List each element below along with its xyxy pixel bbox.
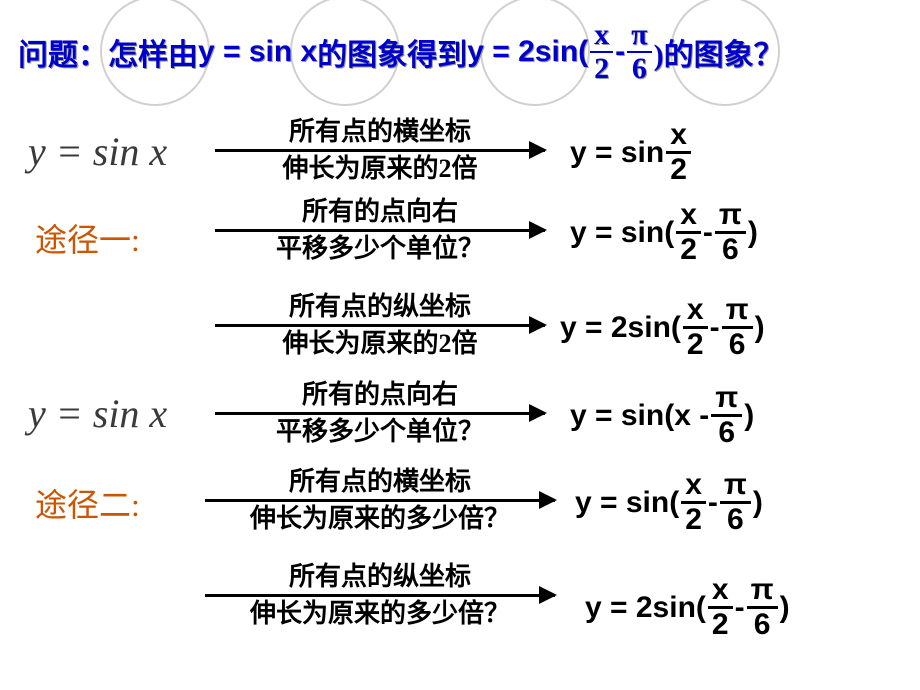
- question-frac2: π 6: [627, 20, 651, 84]
- arrow-4: 所有的点向右 平移多少个单位？: [215, 378, 545, 449]
- question-minus: -: [615, 35, 625, 69]
- question-frac1: x 2: [590, 20, 613, 84]
- result-1: y = sin x2: [570, 120, 693, 185]
- question-expr2-pre: y = 2sin(: [467, 35, 588, 69]
- arrow-6: 所有点的纵坐标 伸长为原来的多少倍？: [205, 560, 555, 631]
- route2-label: 途径二:: [35, 480, 140, 526]
- arrow-5: 所有点的横坐标 伸长为原来的多少倍？: [205, 465, 555, 536]
- question-mid: 的图象得到: [317, 30, 467, 74]
- arrow-2: 所有的点向右 平移多少个单位？: [215, 195, 545, 266]
- arrow-4-under: 平移多少个单位？: [276, 415, 484, 449]
- route1-label: 途径一:: [35, 215, 140, 261]
- arrow-line: [205, 594, 555, 597]
- arrow-5-under: 伸长为原来的多少倍？: [250, 502, 510, 536]
- result-4: y = sin(x - π6 ): [570, 383, 754, 448]
- result-6: y = 2sin( x2 - π6 ): [585, 575, 790, 640]
- question-expr1: y = sin x: [198, 35, 317, 69]
- arrow-line: [215, 412, 545, 415]
- arrow-6-under: 伸长为原来的多少倍？: [250, 597, 510, 631]
- arrow-2-under: 平移多少个单位？: [276, 232, 484, 266]
- question-post: )的图象？: [654, 30, 784, 74]
- arrow-6-over: 所有点的纵坐标: [289, 560, 471, 594]
- route2-start-expr: y = sin x: [28, 390, 167, 437]
- arrow-5-over: 所有点的横坐标: [289, 465, 471, 499]
- result-3: y = 2sin( x2 - π6 ): [560, 295, 765, 360]
- arrow-3-under: 伸长为原来的2倍: [282, 327, 477, 361]
- result-2: y = sin( x2 - π6 ): [570, 200, 758, 265]
- arrow-3-over: 所有点的纵坐标: [289, 290, 471, 324]
- arrow-line: [215, 149, 545, 152]
- arrow-1-over: 所有点的横坐标: [289, 115, 471, 149]
- question-heading: 问题：怎样由 y = sin x 的图象得到 y = 2sin( x 2 - π…: [18, 20, 784, 84]
- route1-start-expr: y = sin x: [28, 128, 167, 175]
- arrow-2-over: 所有的点向右: [302, 195, 458, 229]
- arrow-1: 所有点的横坐标 伸长为原来的2倍: [215, 115, 545, 186]
- question-prefix: 问题：怎样由: [18, 30, 198, 74]
- arrow-line: [215, 229, 545, 232]
- arrow-1-under: 伸长为原来的2倍: [282, 152, 477, 186]
- arrow-line: [215, 324, 545, 327]
- result-5: y = sin( x2 - π6 ): [575, 470, 763, 535]
- arrow-line: [205, 499, 555, 502]
- arrow-4-over: 所有的点向右: [302, 378, 458, 412]
- arrow-3: 所有点的纵坐标 伸长为原来的2倍: [215, 290, 545, 361]
